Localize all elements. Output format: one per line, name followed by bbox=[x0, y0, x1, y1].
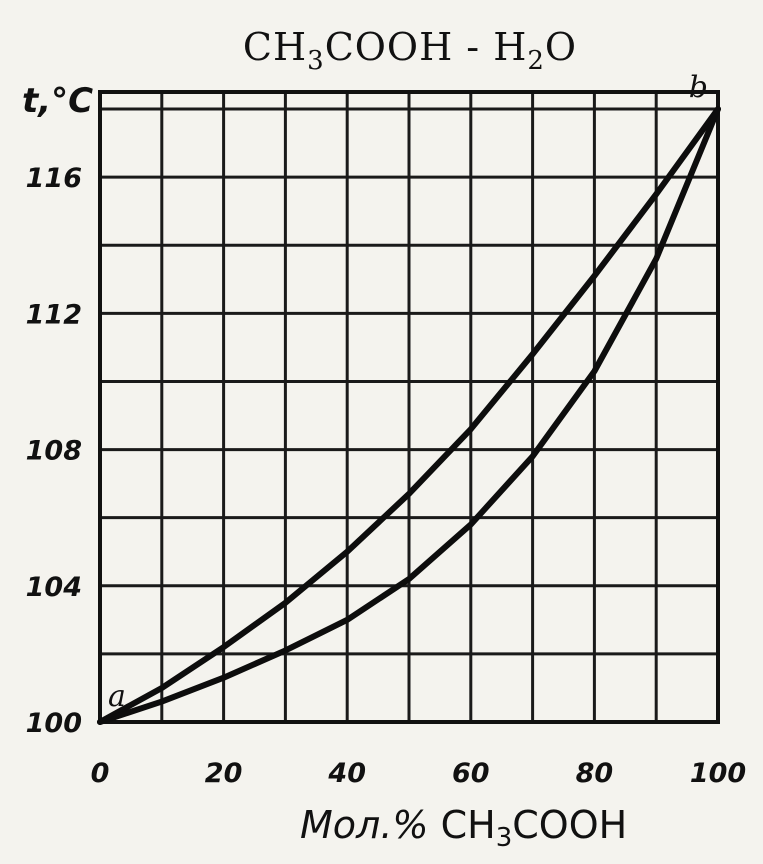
x-axis-label: Мол.% CH3COOH bbox=[300, 803, 627, 853]
x-tick-label: 60 bbox=[452, 758, 490, 789]
x-tick-label: 40 bbox=[327, 758, 366, 789]
point-labels: ab bbox=[108, 70, 708, 714]
series-group bbox=[97, 106, 721, 725]
title-suffix: O bbox=[545, 25, 577, 69]
x-tick-label: 80 bbox=[576, 758, 614, 789]
x-tick-labels: 0 20 40 60 80 100 bbox=[91, 758, 747, 789]
x-label-formula: CH bbox=[441, 803, 496, 847]
point-label-b: b bbox=[689, 70, 708, 105]
y-tick-label: 116 bbox=[26, 163, 82, 194]
grid bbox=[98, 90, 720, 724]
x-tick-label: 100 bbox=[690, 758, 746, 789]
point-label-a: a bbox=[108, 679, 126, 714]
x-tick-label: 0 bbox=[91, 758, 110, 789]
liquid-curve bbox=[97, 106, 721, 725]
x-label-sub: 3 bbox=[496, 823, 513, 853]
y-tick-labels: 100 104 108 112 116 bbox=[26, 163, 82, 739]
plot-frame bbox=[98, 90, 720, 724]
title-sub-3: 3 bbox=[307, 46, 325, 76]
title-prefix: CH bbox=[243, 25, 307, 69]
title-sub-2: 2 bbox=[527, 46, 545, 76]
x-label-suffix: COOH bbox=[512, 803, 627, 847]
y-axis-label: t,°C bbox=[22, 81, 93, 121]
vapor-curve bbox=[97, 106, 721, 725]
y-tick-label: 104 bbox=[26, 572, 82, 603]
y-tick-label: 112 bbox=[26, 299, 82, 330]
y-tick-label: 108 bbox=[26, 436, 82, 467]
chart-title: CH3COOH - H2O bbox=[243, 25, 577, 76]
title-mid: COOH - H bbox=[325, 25, 528, 69]
x-tick-label: 20 bbox=[205, 758, 243, 789]
y-tick-label: 100 bbox=[26, 708, 82, 739]
x-label-prefix: Мол.% bbox=[300, 803, 441, 847]
